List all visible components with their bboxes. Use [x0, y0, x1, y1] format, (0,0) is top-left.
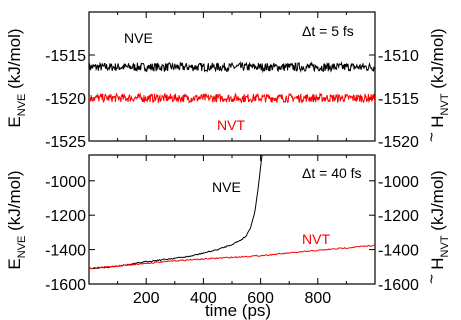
- bottom-series-nve-line: [88, 154, 263, 270]
- x-tick-label: 800: [304, 290, 331, 307]
- svg-text:HNVT (kJ/mol): HNVT (kJ/mol): [428, 28, 451, 127]
- bottom-right-axis-label: HNVT (kJ/mol) ~: [422, 170, 451, 284]
- bottom-left-tick-label: -1400: [45, 243, 86, 260]
- top-nvt-label: NVT: [217, 117, 245, 133]
- bottom-left-label-unit: (kJ/mol): [5, 170, 24, 230]
- bottom-right-tick-label: -1600: [378, 277, 419, 294]
- x-tick-label: 400: [190, 290, 217, 307]
- svg-text:ENVE (kJ/mol): ENVE (kJ/mol): [5, 28, 28, 127]
- bottom-series: [88, 154, 376, 270]
- top-annotation: Δt = 5 fs: [302, 23, 354, 39]
- bottom-nve-label: NVE: [212, 179, 241, 195]
- bottom-left-label-sub: NVE: [16, 236, 28, 259]
- x-axis-label: time (ps): [205, 301, 271, 320]
- svg-text:ENVE (kJ/mol): ENVE (kJ/mol): [5, 170, 28, 269]
- bottom-right-tick-label: -1400: [378, 243, 419, 260]
- bottom-left-axis-label: ENVE (kJ/mol): [5, 170, 28, 269]
- bottom-left-tick-label: -1200: [45, 208, 86, 225]
- bottom-right-label-accent: ~: [422, 274, 441, 284]
- top-right-tick-label: -1510: [378, 48, 419, 65]
- bottom-annotation: Δt = 40 fs: [302, 165, 362, 181]
- top-left-label-unit: (kJ/mol): [5, 28, 24, 88]
- bottom-right-tick-label: -1000: [378, 174, 419, 191]
- top-right-tick-label: -1515: [378, 91, 419, 108]
- bottom-right-label-unit: (kJ/mol): [428, 170, 447, 230]
- bottom-right-label-sub: NVT: [439, 235, 451, 257]
- top-right-label-main: H: [428, 115, 447, 127]
- bottom-panel: -1000 -1200 -1400 -1600 -1000 -1200 -1400 -1600…: [5, 154, 451, 320]
- top-left-tick-label: -1525: [45, 134, 86, 151]
- top-right-tick-label: -1520: [378, 134, 419, 151]
- top-right-label-unit: (kJ/mol): [428, 28, 447, 88]
- top-right-axis-label: HNVT (kJ/mol) ~: [422, 28, 451, 142]
- top-panel: -1515 -1520 -1525 -1510 -1515 -1520 Δt = 5 fs…: [5, 11, 451, 151]
- svg-text:HNVT (kJ/mol): HNVT (kJ/mol): [428, 170, 451, 269]
- bottom-series-nvt-line: [88, 244, 376, 270]
- top-nve-label: NVE: [124, 30, 153, 46]
- bottom-right-tick-label: -1200: [378, 208, 419, 225]
- top-left-axis-label: ENVE (kJ/mol): [5, 28, 28, 127]
- top-series-nvt-line: [88, 92, 376, 104]
- top-right-label-sub: NVT: [439, 93, 451, 115]
- top-series-nve-line: [88, 60, 376, 74]
- bottom-ticks: -1000 -1200 -1400 -1600 -1000 -1200 -1400 -1600…: [45, 155, 419, 307]
- x-tick-label: 200: [133, 290, 160, 307]
- top-left-label-main: E: [5, 116, 24, 127]
- bottom-right-label-main: H: [428, 257, 447, 269]
- bottom-left-tick-label: -1000: [45, 174, 86, 191]
- bottom-nvt-label: NVT: [302, 231, 330, 247]
- x-tick-label: 600: [247, 290, 274, 307]
- bottom-left-label-main: E: [5, 258, 24, 269]
- top-right-label-accent: ~: [422, 132, 441, 142]
- bottom-left-tick-label: -1600: [45, 277, 86, 294]
- top-series: [88, 60, 376, 104]
- top-left-tick-label: -1515: [45, 48, 86, 65]
- top-left-tick-label: -1520: [45, 91, 86, 108]
- top-left-label-sub: NVE: [16, 94, 28, 117]
